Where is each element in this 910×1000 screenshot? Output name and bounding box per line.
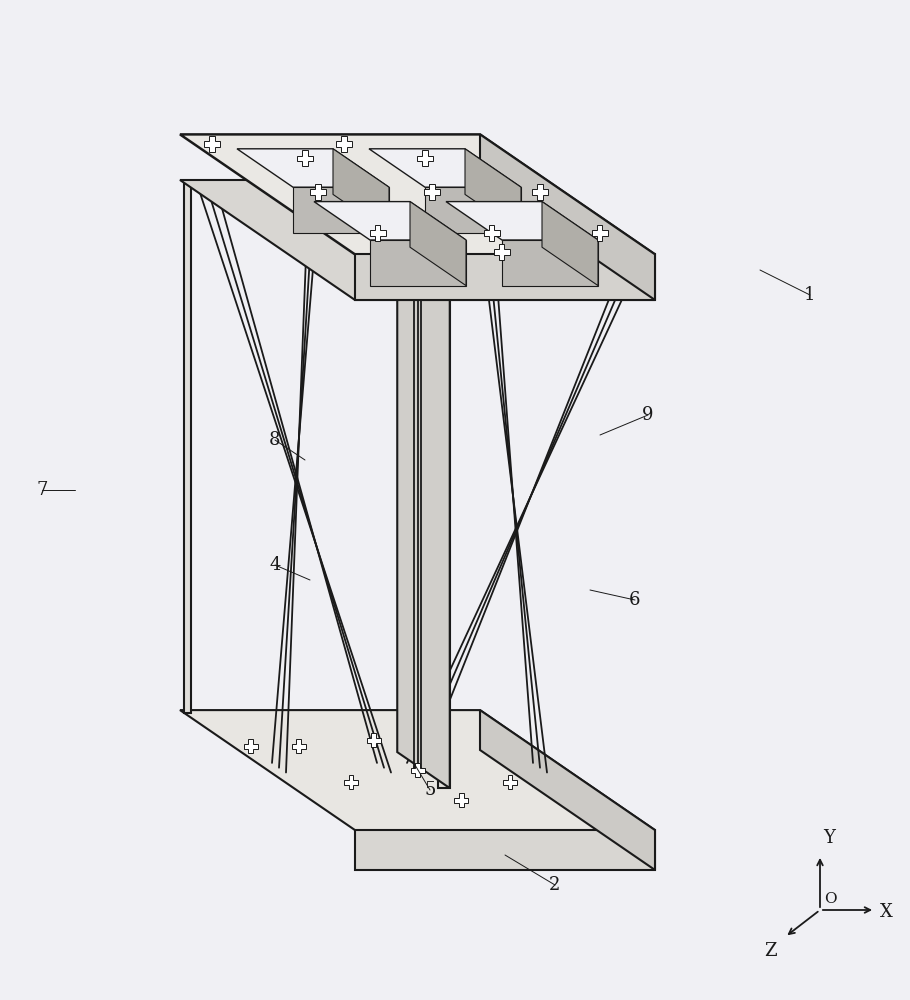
Polygon shape bbox=[592, 225, 608, 241]
Polygon shape bbox=[410, 202, 466, 286]
Text: 9: 9 bbox=[642, 406, 653, 424]
Text: Z: Z bbox=[764, 942, 777, 960]
Text: 7: 7 bbox=[36, 481, 47, 499]
Polygon shape bbox=[503, 775, 517, 789]
Polygon shape bbox=[493, 244, 510, 260]
Polygon shape bbox=[344, 775, 358, 789]
Text: 1: 1 bbox=[804, 286, 815, 304]
Text: X: X bbox=[880, 903, 893, 921]
Polygon shape bbox=[237, 149, 389, 187]
Text: 2: 2 bbox=[550, 876, 561, 894]
Polygon shape bbox=[244, 739, 258, 753]
Polygon shape bbox=[532, 184, 548, 200]
Polygon shape bbox=[180, 180, 655, 300]
Polygon shape bbox=[333, 149, 389, 233]
Polygon shape bbox=[398, 222, 450, 788]
Polygon shape bbox=[184, 182, 191, 712]
Polygon shape bbox=[291, 739, 306, 753]
Polygon shape bbox=[542, 202, 598, 286]
Text: O: O bbox=[824, 892, 836, 906]
Polygon shape bbox=[465, 149, 521, 233]
Text: 6: 6 bbox=[629, 591, 641, 609]
Polygon shape bbox=[367, 733, 380, 747]
Polygon shape bbox=[369, 225, 386, 241]
Polygon shape bbox=[369, 149, 521, 187]
Polygon shape bbox=[425, 187, 521, 233]
Polygon shape bbox=[355, 830, 655, 870]
Polygon shape bbox=[410, 763, 424, 777]
Polygon shape bbox=[480, 134, 655, 300]
Polygon shape bbox=[417, 150, 433, 166]
Polygon shape bbox=[355, 254, 655, 300]
Text: 8: 8 bbox=[269, 431, 281, 449]
Polygon shape bbox=[502, 240, 598, 286]
Polygon shape bbox=[204, 136, 220, 152]
Polygon shape bbox=[314, 202, 466, 240]
Polygon shape bbox=[336, 136, 352, 152]
Polygon shape bbox=[310, 184, 326, 200]
Polygon shape bbox=[446, 202, 598, 240]
Polygon shape bbox=[370, 240, 466, 286]
Text: Y: Y bbox=[823, 829, 834, 847]
Polygon shape bbox=[297, 150, 313, 166]
Polygon shape bbox=[438, 258, 450, 788]
Polygon shape bbox=[180, 710, 655, 830]
Polygon shape bbox=[424, 184, 440, 200]
Text: 5: 5 bbox=[424, 781, 436, 799]
Polygon shape bbox=[293, 187, 389, 233]
Text: 4: 4 bbox=[269, 556, 280, 574]
Polygon shape bbox=[454, 793, 469, 807]
Polygon shape bbox=[180, 134, 655, 254]
Polygon shape bbox=[483, 225, 500, 241]
Polygon shape bbox=[480, 710, 655, 870]
